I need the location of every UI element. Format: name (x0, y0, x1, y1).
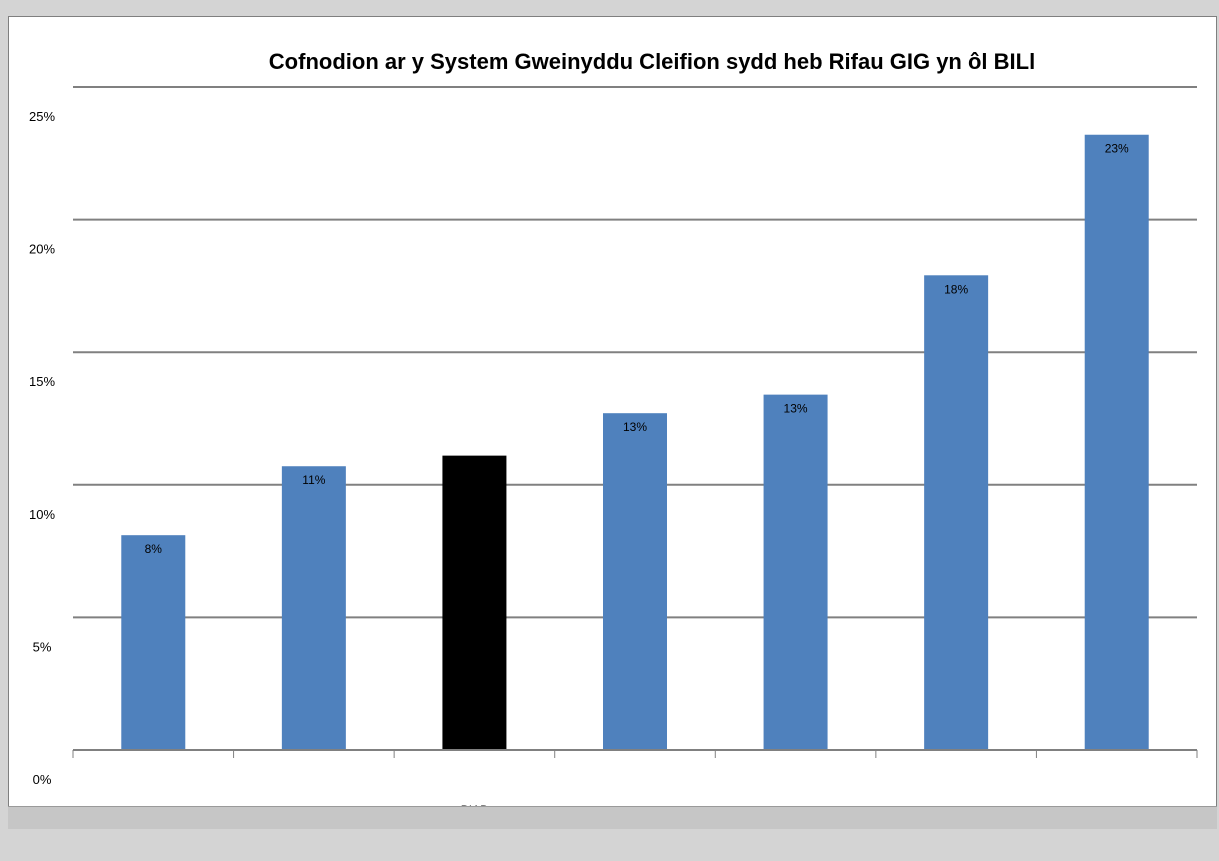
bars (121, 134, 1149, 751)
chart-footer-strip (8, 806, 1217, 829)
data-label: 23% (1105, 142, 1129, 156)
bar (442, 455, 507, 750)
y-tick-label: 5% (33, 639, 52, 654)
bar-chart: Cofnodion ar y System Gweinyddu Cleifion… (29, 49, 1198, 807)
y-axis-ticks: 0% 5% 10% 15% 20% 25% (29, 109, 55, 787)
data-label: 13% (623, 420, 647, 434)
y-tick-label: 20% (29, 242, 55, 257)
bar (281, 466, 346, 750)
bar (924, 275, 989, 750)
y-tick-label: 10% (29, 507, 55, 522)
y-tick-label: 25% (29, 109, 55, 124)
gridlines (73, 86, 1197, 619)
data-label: 8% (145, 542, 163, 556)
bar (763, 394, 828, 750)
bar (121, 535, 186, 750)
chart-title: Cofnodion ar y System Gweinyddu Cleifion… (269, 49, 1035, 74)
data-label: 11% (302, 473, 325, 487)
x-axis: BIAB (72, 749, 1198, 807)
y-tick-label: 0% (33, 772, 52, 787)
x-category-label: BIAB (461, 803, 488, 807)
data-label: 13% (784, 402, 808, 416)
data-labels: 8% 11% 13% 13% 18% 23% (145, 142, 1129, 556)
bar (1084, 134, 1149, 751)
bar (603, 413, 667, 750)
y-tick-label: 15% (29, 374, 55, 389)
chart-frame: Cofnodion ar y System Gweinyddu Cleifion… (8, 16, 1217, 828)
data-label: 18% (944, 282, 968, 296)
